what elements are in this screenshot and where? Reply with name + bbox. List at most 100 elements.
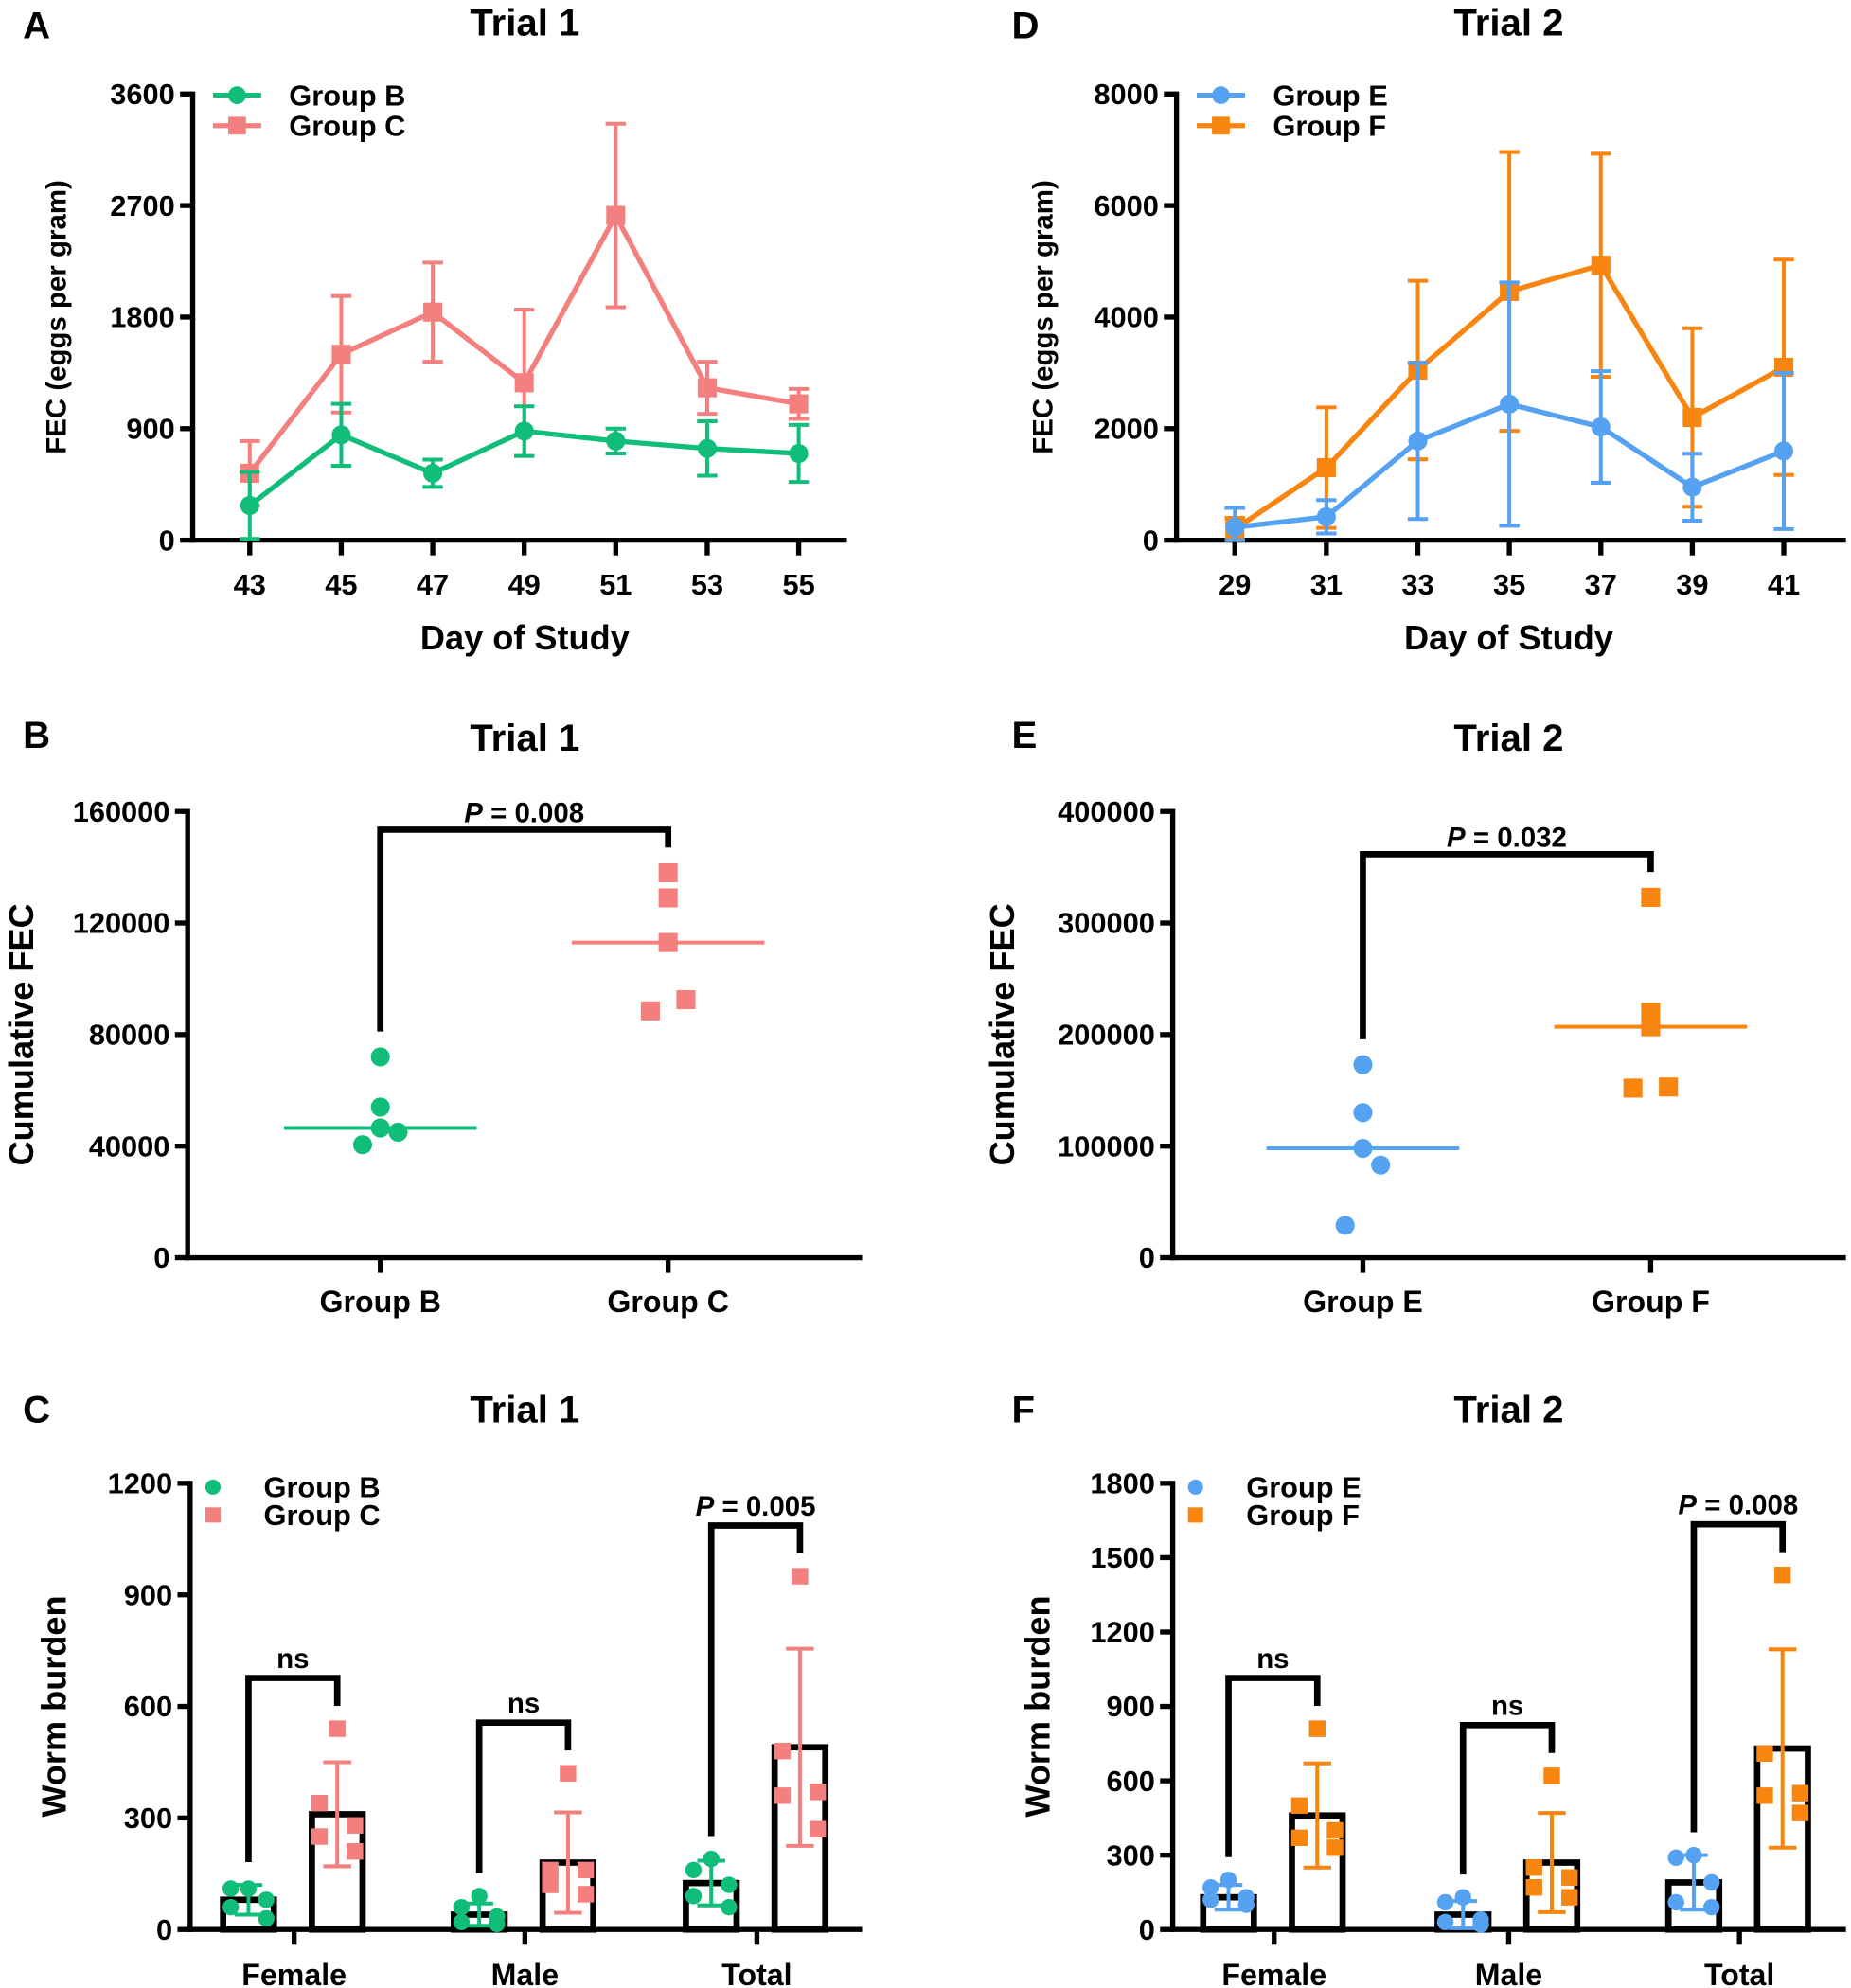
series-group-c	[571, 862, 765, 1021]
bar-group-group-b	[683, 1850, 740, 1933]
data-point	[423, 463, 443, 483]
data-point	[809, 1820, 827, 1837]
panel-letter: E	[1012, 714, 1038, 756]
data-point	[658, 888, 678, 908]
data-point	[1316, 506, 1336, 526]
data-point	[258, 1891, 275, 1908]
y-tick-label: 900	[124, 1578, 172, 1611]
data-point	[560, 1765, 577, 1782]
data-point	[1225, 518, 1245, 538]
significance-bracket: P = 0.008	[1678, 1489, 1798, 1833]
p-value: = 0.008	[483, 797, 584, 828]
data-point	[577, 1861, 595, 1879]
y-tick-label: 200000	[1058, 1019, 1155, 1052]
x-tick-label: Male	[1475, 1958, 1542, 1988]
legend-label: Group F	[1246, 1499, 1360, 1532]
y-tick-label: 80000	[89, 1019, 170, 1052]
data-point	[489, 1915, 506, 1933]
y-tick-label: 600	[124, 1690, 172, 1723]
data-point	[1641, 887, 1661, 907]
data-point	[471, 1888, 488, 1905]
y-tick-label: 120000	[73, 907, 170, 940]
data-point	[222, 1898, 240, 1916]
significance-bracket: P = 0.005	[696, 1491, 815, 1837]
chart-title: Trial 1	[470, 717, 579, 759]
legend-entry: Group F	[1187, 1499, 1360, 1532]
data-point	[514, 373, 534, 393]
data-point	[542, 1876, 559, 1893]
data-point	[514, 421, 534, 441]
data-point	[331, 345, 351, 364]
legend-entry: Group F	[1197, 109, 1386, 142]
bar-group-group-c	[309, 1720, 366, 1933]
data-point	[1353, 1103, 1373, 1123]
x-tick-label: 35	[1493, 568, 1525, 601]
significance-bracket: ns	[1225, 1643, 1321, 1857]
data-point	[774, 1742, 791, 1760]
x-tick-label: Female	[1221, 1958, 1326, 1988]
x-tick-label: Female	[241, 1958, 347, 1988]
y-tick-label: 600	[1107, 1765, 1155, 1798]
data-point	[1525, 1859, 1542, 1876]
x-tick-label: 41	[1768, 568, 1800, 601]
series-group-e	[1224, 280, 1794, 542]
bar-group-group-f	[1753, 1567, 1811, 1933]
data-point	[685, 1861, 703, 1879]
data-point	[258, 1909, 275, 1927]
y-tick-label: 2700	[110, 189, 174, 222]
y-axis-label: Worm burden	[1019, 1595, 1058, 1817]
p-value-label: P = 0.008	[464, 797, 584, 828]
data-point	[1561, 1889, 1578, 1906]
data-point	[240, 495, 259, 516]
series-group-b	[240, 401, 810, 541]
p-value: = 0.008	[1697, 1489, 1798, 1520]
data-point	[1371, 1155, 1391, 1175]
data-point	[577, 1886, 595, 1903]
x-tick-label: 55	[782, 568, 814, 601]
p-symbol: P	[464, 797, 483, 828]
x-axis-label: Day of Study	[420, 618, 630, 657]
data-point	[542, 1861, 559, 1879]
legend-entry: Group E	[1197, 79, 1388, 112]
y-tick-label: 0	[1139, 1913, 1155, 1946]
legend-marker	[1187, 1479, 1203, 1495]
data-point	[1308, 1720, 1326, 1737]
legend-label: Group E	[1273, 79, 1387, 112]
data-point	[222, 1880, 240, 1897]
x-tick-label: Group C	[607, 1285, 728, 1319]
legend-marker	[205, 1479, 221, 1495]
y-tick-label: 1200	[1090, 1616, 1154, 1649]
y-axis-label: Cumulative FEC	[2, 903, 41, 1165]
data-point	[1667, 1849, 1684, 1866]
data-point	[1791, 1784, 1809, 1802]
data-point	[1667, 1893, 1684, 1911]
y-tick-label: 0	[1143, 524, 1159, 557]
x-axis-label: Day of Study	[1404, 618, 1613, 657]
data-point	[1290, 1829, 1308, 1847]
legend-entry: Group B	[212, 79, 405, 112]
data-point	[697, 378, 718, 398]
x-tick-label: Male	[491, 1958, 559, 1988]
p-symbol: P	[1447, 822, 1466, 853]
bar-group-group-c	[771, 1568, 829, 1933]
legend-label: Group F	[1273, 109, 1386, 142]
legend-label: Group C	[289, 109, 405, 142]
x-tick-label: 47	[417, 568, 449, 601]
data-point	[1316, 457, 1336, 478]
x-tick-label: Group F	[1592, 1285, 1710, 1319]
panel-letter: C	[23, 1389, 50, 1431]
data-point	[1773, 441, 1794, 461]
significance-bracket: P = 0.008	[377, 797, 672, 1032]
data-point	[1791, 1804, 1809, 1821]
legend-entry: Group C	[212, 109, 405, 142]
y-axis-label: FEC (eggs per gram)	[1027, 180, 1059, 454]
data-point	[1290, 1797, 1308, 1814]
x-tick-label: 51	[599, 568, 632, 601]
panel-d: D Trial 2 0 2000 4000 6000 8000 FEC (eggs per g…	[1012, 2, 1846, 657]
y-tick-label: 8000	[1094, 78, 1158, 111]
significance-bracket: ns	[1459, 1691, 1556, 1875]
data-point	[792, 1568, 809, 1585]
data-point	[1436, 1913, 1454, 1931]
data-point	[1659, 1077, 1679, 1097]
